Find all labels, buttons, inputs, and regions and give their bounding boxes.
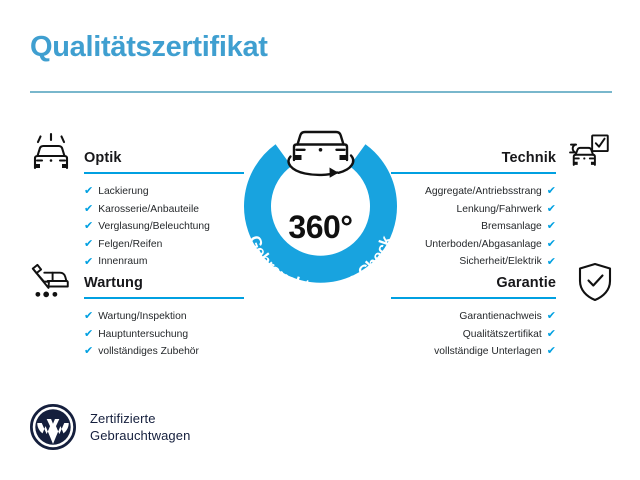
shield-check-icon — [572, 260, 618, 304]
section-title-wartung: Wartung — [84, 275, 143, 291]
checklist-technik: Aggregate/Antriebsstrang ✔ Lenkung/Fahrw… — [391, 183, 556, 271]
check-icon: ✔ — [84, 202, 94, 215]
title-divider — [30, 91, 612, 93]
vw-logo — [30, 404, 76, 450]
list-item: ✔ Innenraum — [84, 253, 244, 271]
list-item: Unterboden/Abgasanlage ✔ — [391, 236, 556, 254]
section-wartung: Wartung ✔ Wartung/Inspektion ✔ Hauptunte… — [84, 268, 244, 361]
vw-wordmark-line1: Zertifizierte — [90, 411, 156, 426]
check-icon: ✔ — [546, 202, 556, 215]
list-item: Aggregate/Antriebsstrang ✔ — [391, 183, 556, 201]
car-checkbox-icon — [565, 130, 611, 174]
check-icon: ✔ — [84, 327, 94, 340]
list-item-label: Unterboden/Abgasanlage — [424, 238, 542, 250]
vw-wordmark-line2: Gebrauchtwagen — [90, 428, 191, 443]
list-item-label: Felgen/Reifen — [98, 238, 163, 250]
section-technik: Technik Aggregate/Antriebsstrang ✔ Lenku… — [391, 143, 556, 271]
list-item-label: Hauptuntersuchung — [98, 328, 189, 340]
section-header-technik: Technik — [391, 143, 556, 174]
check-icon: ✔ — [546, 327, 556, 340]
list-item: ✔ Hauptuntersuchung — [84, 326, 244, 344]
list-item-label: Bremsanlage — [481, 221, 542, 233]
check-icon: ✔ — [84, 310, 94, 323]
checklist-garantie: Garantienachweis ✔ Qualitätszertifikat ✔… — [391, 308, 556, 361]
check-icon: ✔ — [546, 238, 556, 251]
section-title-optik: Optik — [84, 150, 122, 166]
car-service-pen-icon — [25, 259, 71, 303]
check-icon: ✔ — [84, 255, 94, 268]
section-title-technik: Technik — [501, 150, 556, 166]
section-optik: Optik ✔ Lackierung ✔ Karosserie/Anbautei… — [84, 143, 244, 271]
section-header-garantie: Garantie — [391, 268, 556, 299]
list-item-label: Sicherheit/Elektrik — [459, 256, 542, 268]
section-header-optik: Optik — [84, 143, 244, 174]
check-icon: ✔ — [546, 310, 556, 323]
list-item: Lenkung/Fahrwerk ✔ — [391, 201, 557, 219]
list-item-label: vollständige Unterlagen — [434, 346, 542, 358]
checklist-optik: ✔ Lackierung ✔ Karosserie/Anbauteile ✔ V… — [84, 183, 244, 271]
list-item-label: vollständiges Zubehör — [98, 346, 199, 358]
check-icon: ✔ — [84, 220, 94, 233]
list-item-label: Lackierung — [98, 186, 149, 197]
list-item: Qualitätszertifikat ✔ — [391, 326, 556, 344]
list-item-label: Karosserie/Anbauteile — [98, 203, 199, 215]
list-item: vollständige Unterlagen ✔ — [391, 343, 556, 361]
list-item: Bremsanlage ✔ — [391, 218, 556, 236]
badge-center-label: 360° — [288, 209, 353, 245]
section-divider-technik — [391, 172, 556, 174]
checklist-wartung: ✔ Wartung/Inspektion ✔ Hauptuntersuchung… — [84, 308, 244, 361]
car-shine-icon — [28, 130, 74, 174]
list-item: Sicherheit/Elektrik ✔ — [391, 253, 556, 271]
section-divider-optik — [84, 172, 244, 174]
check-icon: ✔ — [84, 185, 94, 198]
list-item-label: Lenkung/Fahrwerk — [456, 203, 542, 215]
section-header-wartung: Wartung — [84, 268, 244, 299]
check-icon: ✔ — [84, 238, 94, 251]
check-icon: ✔ — [546, 345, 556, 358]
list-item-label: Garantienachweis — [459, 311, 542, 322]
check-icon: ✔ — [546, 185, 556, 198]
section-divider-wartung — [84, 297, 244, 299]
list-item-label: Wartung/Inspektion — [98, 311, 187, 322]
list-item: ✔ Felgen/Reifen — [84, 236, 244, 254]
check-icon: ✔ — [84, 345, 94, 358]
list-item: Garantienachweis ✔ — [391, 308, 556, 326]
section-garantie: Garantie Garantienachweis ✔ Qualitätszer… — [391, 268, 556, 361]
section-divider-garantie — [391, 297, 556, 299]
list-item: ✔ Karosserie/Anbauteile — [84, 201, 244, 219]
check-icon: ✔ — [546, 255, 556, 268]
vw-wordmark: Zertifizierte Gebrauchtwagen — [90, 410, 190, 444]
list-item: ✔ Lackierung — [84, 183, 244, 201]
list-item: ✔ vollständiges Zubehör — [84, 343, 244, 361]
list-item: ✔ Verglasung/Beleuchtung — [84, 218, 244, 236]
page-title: Qualitätszertifikat — [30, 31, 268, 63]
vw-footer: Zertifizierte Gebrauchtwagen — [30, 404, 190, 450]
list-item-label: Verglasung/Beleuchtung — [98, 221, 210, 233]
list-item-label: Aggregate/Antriebsstrang — [425, 186, 542, 197]
360-check-badge: Gebrauchtwagen-Check 360° — [233, 123, 408, 303]
list-item: ✔ Wartung/Inspektion — [84, 308, 244, 326]
section-title-garantie: Garantie — [496, 275, 556, 291]
list-item-label: Qualitätszertifikat — [462, 328, 542, 340]
check-icon: ✔ — [546, 220, 556, 233]
list-item-label: Innenraum — [98, 256, 148, 268]
